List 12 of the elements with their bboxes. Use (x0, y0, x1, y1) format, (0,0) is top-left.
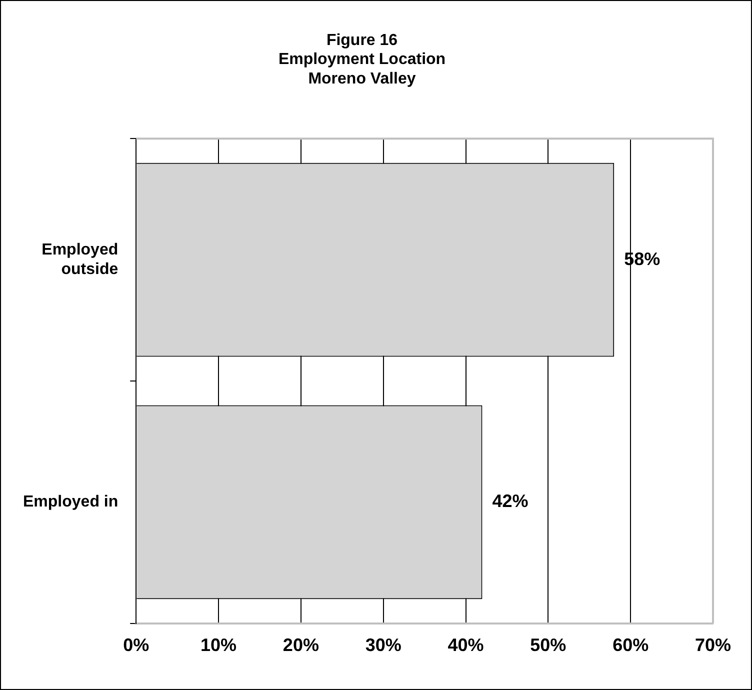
x-tick-label: 50% (530, 635, 566, 656)
x-tick-label: 40% (448, 635, 484, 656)
chart-title: Figure 16 Employment Location Moreno Valley (278, 32, 446, 88)
x-tick-label: 0% (123, 635, 150, 656)
x-tick-label: 10% (200, 635, 237, 656)
x-tick-label: 70% (694, 635, 732, 656)
x-tick-label: 60% (612, 635, 649, 656)
data-label: 42% (492, 491, 528, 512)
x-tick-label: 20% (282, 635, 319, 656)
y-tick-label: Employed outside (42, 242, 118, 278)
y-tick-label: Employed in (23, 494, 118, 511)
x-tick-label: 30% (365, 635, 402, 656)
